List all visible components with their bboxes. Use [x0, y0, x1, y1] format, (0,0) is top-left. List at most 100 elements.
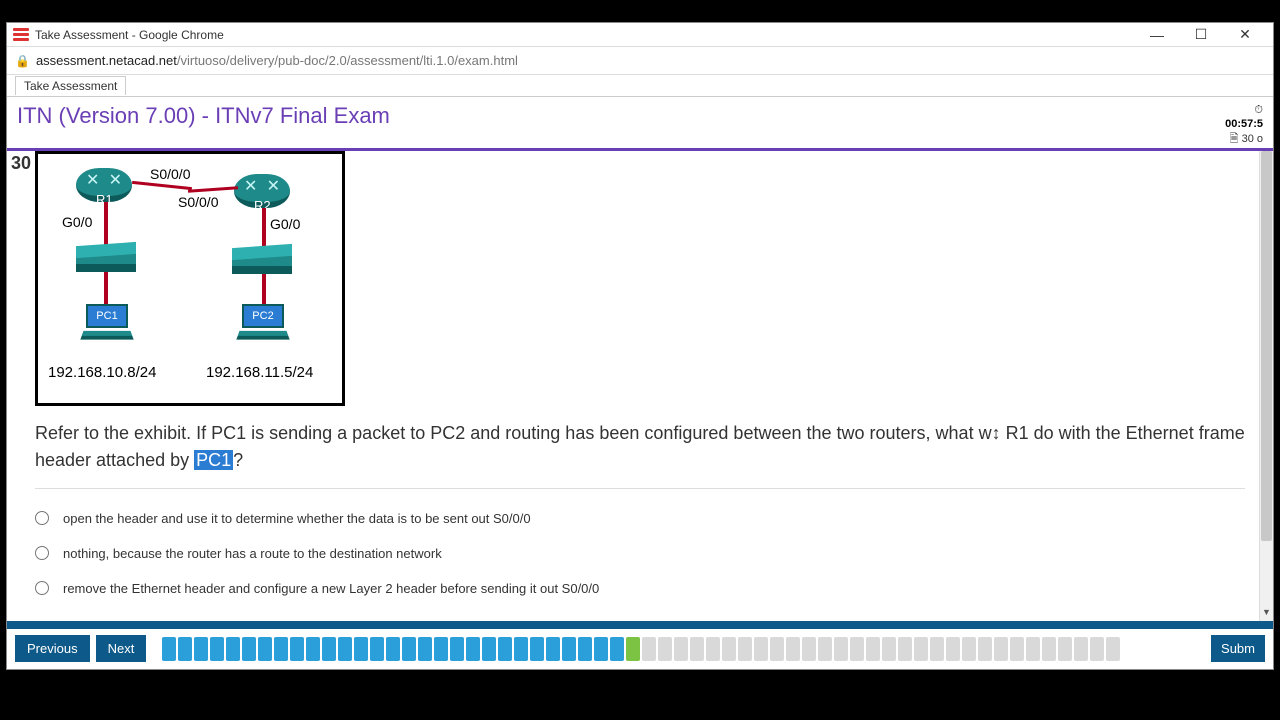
progress-cell[interactable]	[450, 637, 464, 661]
progress-cell[interactable]	[898, 637, 912, 661]
footer-nav: Previous Next Subm	[7, 629, 1273, 669]
previous-button[interactable]: Previous	[15, 635, 90, 662]
progress-cell[interactable]	[482, 637, 496, 661]
progress-cell[interactable]	[642, 637, 656, 661]
progress-cell[interactable]	[210, 637, 224, 661]
progress-cell[interactable]	[354, 637, 368, 661]
progress-cell[interactable]	[626, 637, 640, 661]
question-number: 30	[7, 151, 35, 621]
progress-cell[interactable]	[178, 637, 192, 661]
timer-icon: ⏱	[1254, 104, 1263, 116]
doc-icon: 🗎	[1230, 133, 1239, 145]
progress-cell[interactable]	[338, 637, 352, 661]
progress-cell[interactable]	[194, 637, 208, 661]
progress-cell[interactable]	[162, 637, 176, 661]
window-title: Take Assessment - Google Chrome	[35, 28, 1135, 42]
exam-header: ITN (Version 7.00) - ITNv7 Final Exam ⏱ …	[7, 97, 1273, 151]
progress-cell[interactable]	[466, 637, 480, 661]
progress-cell[interactable]	[994, 637, 1008, 661]
progress-cell[interactable]	[962, 637, 976, 661]
progress-cell[interactable]	[306, 637, 320, 661]
progress-cell[interactable]	[914, 637, 928, 661]
lock-icon: 🔒	[15, 54, 30, 68]
progress-cell[interactable]	[386, 637, 400, 661]
tab-take-assessment[interactable]: Take Assessment	[15, 76, 126, 95]
answer-text: nothing, because the router has a route …	[63, 546, 442, 561]
progress-cell[interactable]	[530, 637, 544, 661]
maximize-button[interactable]: ☐	[1179, 26, 1223, 43]
progress-cell[interactable]	[1010, 637, 1024, 661]
address-bar[interactable]: 🔒 assessment.netacad.net /virtuoso/deliv…	[7, 47, 1273, 75]
progress-cell[interactable]	[1090, 637, 1104, 661]
progress-cell[interactable]	[930, 637, 944, 661]
progress-cell[interactable]	[226, 637, 240, 661]
progress-cell[interactable]	[274, 637, 288, 661]
answer-radio[interactable]	[35, 511, 49, 525]
progress-cell[interactable]	[754, 637, 768, 661]
exam-timer: ⏱ 00:57:5 🗎 30 o	[1225, 103, 1263, 146]
app-icon	[13, 27, 29, 43]
answer-option[interactable]: open the header and use it to determine …	[35, 501, 1245, 536]
progress-cell[interactable]	[882, 637, 896, 661]
progress-cell[interactable]	[978, 637, 992, 661]
progress-cell[interactable]	[850, 637, 864, 661]
progress-cell[interactable]	[786, 637, 800, 661]
minimize-button[interactable]: —	[1135, 27, 1179, 43]
progress-cell[interactable]	[402, 637, 416, 661]
submit-button[interactable]: Subm	[1211, 635, 1265, 662]
pc1-label: PC1	[88, 306, 126, 326]
exhibit-diagram: ✕✕ R1 ✕✕ R2 S0/0/0 S0/0/0 G0/0 G0/0	[35, 151, 345, 406]
url-host: assessment.netacad.net	[36, 53, 177, 68]
ip-right: 192.168.11.5/24	[206, 364, 313, 381]
scrollbar[interactable]: ▼	[1259, 151, 1273, 621]
progress-cell[interactable]	[370, 637, 384, 661]
progress-cell[interactable]	[498, 637, 512, 661]
progress-cell[interactable]	[802, 637, 816, 661]
progress-cell[interactable]	[514, 637, 528, 661]
doc-count: 30 o	[1242, 133, 1263, 145]
progress-cell[interactable]	[434, 637, 448, 661]
g00-right-label: G0/0	[270, 216, 300, 232]
progress-cell[interactable]	[706, 637, 720, 661]
answer-radio[interactable]	[35, 581, 49, 595]
next-button[interactable]: Next	[96, 635, 147, 662]
progress-cell[interactable]	[322, 637, 336, 661]
close-button[interactable]: ✕	[1223, 26, 1267, 43]
progress-cell[interactable]	[834, 637, 848, 661]
progress-cell[interactable]	[610, 637, 624, 661]
scrollbar-thumb[interactable]	[1261, 151, 1272, 541]
answer-radio[interactable]	[35, 546, 49, 560]
progress-cell[interactable]	[818, 637, 832, 661]
progress-cell[interactable]	[546, 637, 560, 661]
progress-cell[interactable]	[1058, 637, 1072, 661]
progress-cell[interactable]	[946, 637, 960, 661]
url-path: /virtuoso/delivery/pub-doc/2.0/assessmen…	[177, 53, 518, 68]
progress-cell[interactable]	[770, 637, 784, 661]
progress-cell[interactable]	[562, 637, 576, 661]
progress-cell[interactable]	[418, 637, 432, 661]
page-tabbar: Take Assessment	[7, 75, 1273, 97]
progress-cell[interactable]	[258, 637, 272, 661]
progress-cell[interactable]	[1074, 637, 1088, 661]
progress-cell[interactable]	[866, 637, 880, 661]
answer-option[interactable]: remove the Ethernet header and configure…	[35, 571, 1245, 606]
answer-option[interactable]: nothing, because the router has a route …	[35, 536, 1245, 571]
progress-cell[interactable]	[722, 637, 736, 661]
progress-cell[interactable]	[578, 637, 592, 661]
progress-cell[interactable]	[738, 637, 752, 661]
progress-cell[interactable]	[690, 637, 704, 661]
progress-cell[interactable]	[1106, 637, 1120, 661]
exam-title: ITN (Version 7.00) - ITNv7 Final Exam	[17, 103, 1225, 129]
scroll-down-icon[interactable]: ▼	[1260, 607, 1273, 621]
ip-left: 192.168.10.8/24	[48, 364, 156, 381]
progress-cell[interactable]	[290, 637, 304, 661]
progress-cell[interactable]	[594, 637, 608, 661]
g00-left-label: G0/0	[62, 214, 92, 230]
progress-cell[interactable]	[1026, 637, 1040, 661]
window-titlebar: Take Assessment - Google Chrome — ☐ ✕	[7, 23, 1273, 47]
progress-cell[interactable]	[658, 637, 672, 661]
progress-cell[interactable]	[674, 637, 688, 661]
progress-cell[interactable]	[1042, 637, 1056, 661]
progress-cell[interactable]	[242, 637, 256, 661]
highlight-pc1: PC1	[194, 450, 233, 470]
